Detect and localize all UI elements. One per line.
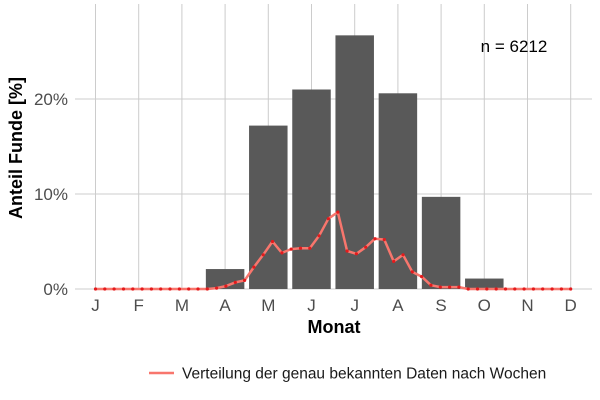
line-point <box>270 239 275 244</box>
bars <box>205 35 504 289</box>
line-point <box>243 278 247 282</box>
y-tick-label: 0% <box>43 280 68 299</box>
line-point <box>522 287 526 291</box>
line-point <box>289 247 293 251</box>
line-point <box>224 284 228 288</box>
bar <box>378 93 418 289</box>
line-point <box>429 283 433 287</box>
line-point <box>569 287 573 291</box>
y-tick-label: 20% <box>34 90 68 109</box>
line-point <box>541 287 545 291</box>
x-tick-label: J <box>307 296 316 315</box>
line-point <box>140 287 144 291</box>
annotation-n: n = 6212 <box>481 37 548 56</box>
bar <box>465 278 504 289</box>
x-tick-label: A <box>392 296 404 315</box>
line-point <box>336 210 340 214</box>
bar <box>421 196 461 289</box>
line-point <box>382 238 386 242</box>
line-point <box>494 287 498 291</box>
line-point <box>345 249 349 253</box>
bar <box>249 125 288 289</box>
line-point <box>298 246 303 250</box>
legend-label: Verteilung der genau bekannten Daten nac… <box>182 366 546 383</box>
line-point <box>438 285 442 289</box>
line-point <box>401 253 405 257</box>
line-point <box>550 287 554 291</box>
line-point <box>308 246 312 250</box>
line-point <box>448 285 452 289</box>
line-point <box>121 287 126 291</box>
line-point <box>280 251 284 255</box>
line-point <box>168 287 172 291</box>
line-point <box>261 253 265 257</box>
line-point <box>215 286 219 290</box>
x-tick-label: S <box>435 296 446 315</box>
line-path <box>95 210 571 291</box>
y-tick-labels: 0% 10% 20% <box>34 90 68 299</box>
line-point <box>364 245 368 249</box>
x-tick-label: N <box>521 296 533 315</box>
line-point <box>205 287 209 291</box>
line-point <box>326 217 330 221</box>
line-point <box>559 287 564 291</box>
bar <box>292 89 331 289</box>
x-tick-label: A <box>219 296 231 315</box>
line-point <box>485 287 489 291</box>
bar <box>335 35 374 289</box>
line-point <box>513 287 517 291</box>
line-point <box>196 287 200 291</box>
line-point <box>112 287 116 291</box>
x-tick-label: D <box>565 296 577 315</box>
line-point <box>177 287 181 291</box>
line-point <box>503 287 508 291</box>
line-point <box>252 265 256 269</box>
x-tick-label: J <box>91 296 100 315</box>
line-point <box>103 287 107 291</box>
line-point <box>187 287 191 291</box>
line-point <box>457 285 461 289</box>
line-point <box>475 287 480 291</box>
line-point <box>373 237 377 241</box>
line-point <box>466 287 470 291</box>
x-tick-label: J <box>350 296 359 315</box>
line-series <box>93 210 573 291</box>
line-point <box>149 287 153 291</box>
x-tick-label: M <box>175 296 189 315</box>
y-axis-label: Anteil Funde [%] <box>6 77 26 219</box>
x-tick-label: F <box>134 296 144 315</box>
bar <box>205 269 245 289</box>
line-point <box>420 275 424 279</box>
line-point <box>410 270 414 274</box>
line-point <box>233 280 237 284</box>
line-point <box>392 259 396 263</box>
line-point <box>131 287 135 291</box>
x-axis-label: Monat <box>308 317 361 337</box>
line-point <box>93 287 98 291</box>
line-point <box>159 287 163 291</box>
line-point <box>354 252 358 256</box>
x-tick-label: M <box>261 296 275 315</box>
line-point <box>317 234 321 238</box>
x-tick-label: O <box>478 296 491 315</box>
y-tick-label: 10% <box>34 185 68 204</box>
legend: Verteilung der genau bekannten Daten nac… <box>149 366 546 383</box>
line-point <box>531 287 536 291</box>
